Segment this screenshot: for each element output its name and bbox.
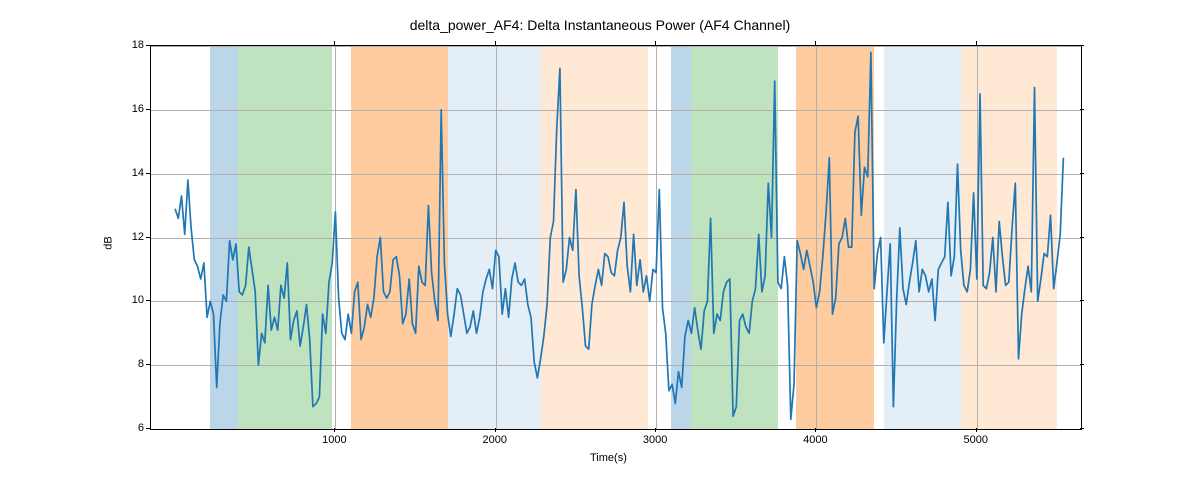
- y-axis-label: dB: [103, 236, 115, 249]
- y-tick-label: 6: [122, 422, 144, 434]
- x-tick-label: 3000: [643, 434, 667, 446]
- y-tick-label: 10: [122, 294, 144, 306]
- y-tick-label: 14: [122, 167, 144, 179]
- figure: delta_power_AF4: Delta Instantaneous Pow…: [0, 0, 1200, 500]
- chart-title: delta_power_AF4: Delta Instantaneous Pow…: [0, 17, 1200, 33]
- x-tick-label: 4000: [803, 434, 827, 446]
- y-tick-label: 8: [122, 358, 144, 370]
- x-tick-label: 1000: [322, 434, 346, 446]
- x-axis-label: Time(s): [590, 452, 627, 464]
- x-tick-label: 5000: [964, 434, 988, 446]
- gridline-h: [151, 429, 1081, 430]
- x-tick-label: 2000: [482, 434, 506, 446]
- line-series: [151, 46, 1081, 429]
- y-tick-label: 16: [122, 103, 144, 115]
- y-tick-label: 12: [122, 231, 144, 243]
- y-tick-label: 18: [122, 39, 144, 51]
- plot-area: [150, 45, 1082, 430]
